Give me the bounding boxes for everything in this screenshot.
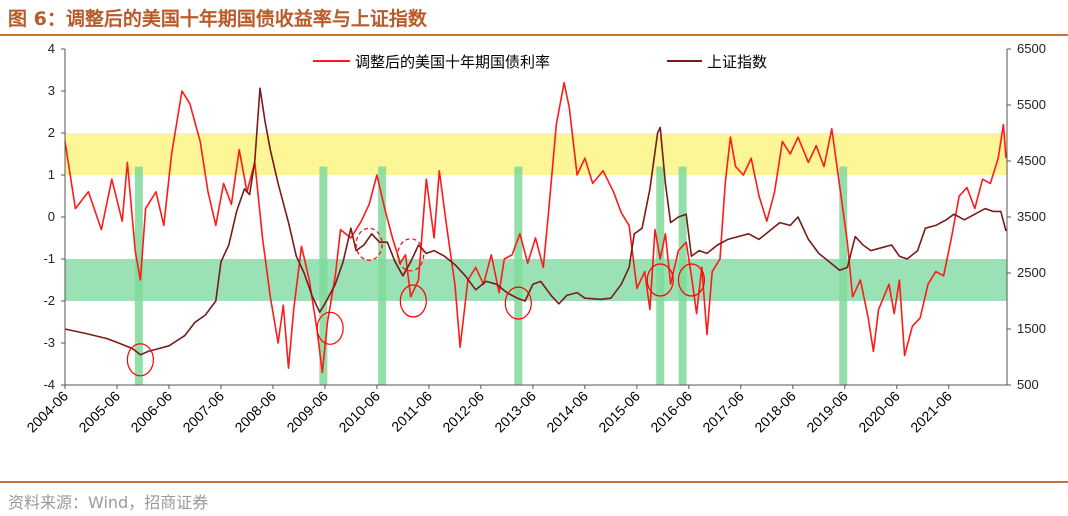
left-axis: 4 3 2 1 0 -1 -2 -3 -4: [43, 41, 66, 392]
x-tick-label: 2013-06: [491, 388, 539, 436]
circle-mark-2: [355, 227, 383, 261]
circle-mark-0: [126, 343, 154, 377]
left-tick-label: 0: [48, 209, 55, 224]
vertical-bar-5: [678, 166, 687, 385]
series-line-1: [64, 87, 1007, 356]
source-note: 资料来源：Wind，招商证券: [8, 493, 209, 512]
right-tick-label: 1500: [1017, 321, 1046, 336]
circle-mark-1: [316, 311, 344, 345]
circle-mark-6: [646, 263, 674, 297]
x-tick-label: 2004-06: [23, 388, 71, 436]
band-1: [65, 259, 1007, 301]
x-tick-label: 2009-06: [283, 388, 331, 436]
legend-label-yield: 调整后的美国十年期国债利率: [355, 53, 550, 71]
right-tick-label: 500: [1017, 377, 1039, 392]
circles-layer: [126, 227, 706, 377]
right-axis: 6500 5500 4500 3500 2500 1500 500: [1006, 41, 1046, 392]
vertical-bars-layer: [134, 166, 848, 385]
left-tick-label: -4: [43, 377, 55, 392]
x-tick-label: 2015-06: [595, 388, 643, 436]
right-tick-label: 2500: [1017, 265, 1046, 280]
line-chart: 4 3 2 1 0 -1 -2 -3 -4 6500 5500 4500 3500 2500 1500 50…: [23, 41, 1046, 436]
vertical-bar-0: [134, 166, 143, 385]
vertical-bar-1: [319, 166, 328, 385]
legend: 调整后的美国十年期国债利率 上证指数: [313, 53, 767, 71]
left-tick-label: -3: [43, 335, 55, 350]
left-tick-label: 2: [48, 125, 55, 140]
vertical-bar-4: [656, 166, 665, 385]
left-tick-label: -2: [43, 293, 55, 308]
footer-divider: [0, 481, 1068, 483]
circle-mark-4: [399, 284, 427, 318]
right-tick-label: 4500: [1017, 153, 1046, 168]
x-tick-label: 2006-06: [127, 388, 175, 436]
left-tick-label: -1: [43, 251, 55, 266]
x-tick-label: 2018-06: [751, 388, 799, 436]
x-tick-label: 2010-06: [335, 388, 383, 436]
x-tick-label: 2011-06: [388, 388, 435, 435]
circle-mark-7: [677, 263, 706, 297]
circle-mark-3: [397, 238, 425, 272]
x-tick-label: 2014-06: [543, 388, 591, 436]
x-tick-label: 2021-06: [907, 388, 955, 436]
x-axis: 2004-06 2005-06 2006-06 2007-06 2008-06 2009-…: [23, 384, 1007, 436]
vertical-bar-6: [839, 166, 848, 385]
figure-title: 图 6：调整后的美国十年期国债收益率与上证指数: [8, 8, 427, 30]
x-tick-label: 2008-06: [231, 388, 279, 436]
left-tick-label: 1: [48, 167, 55, 182]
band-0: [65, 133, 1007, 175]
circle-mark-5: [504, 286, 532, 320]
x-tick-label: 2019-06: [803, 388, 851, 436]
vertical-bar-2: [378, 166, 387, 385]
right-tick-label: 3500: [1017, 209, 1046, 224]
title-divider: [0, 34, 1068, 36]
legend-label-index: 上证指数: [707, 53, 767, 71]
lines-layer: [64, 81, 1007, 374]
x-tick-label: 2017-06: [699, 388, 747, 436]
x-tick-label: 2020-06: [855, 388, 903, 436]
left-tick-label: 4: [48, 41, 55, 56]
series-line-0: [64, 81, 1007, 374]
x-tick-label: 2007-06: [179, 388, 227, 436]
x-tick-label: 2012-06: [439, 388, 487, 436]
left-tick-label: 3: [48, 83, 55, 98]
x-tick-label: 2016-06: [647, 388, 695, 436]
vertical-bar-3: [514, 166, 523, 385]
x-tick-label: 2005-06: [75, 388, 123, 436]
bands-layer: [65, 133, 1007, 301]
right-tick-label: 6500: [1017, 41, 1046, 56]
right-tick-label: 5500: [1017, 97, 1046, 112]
